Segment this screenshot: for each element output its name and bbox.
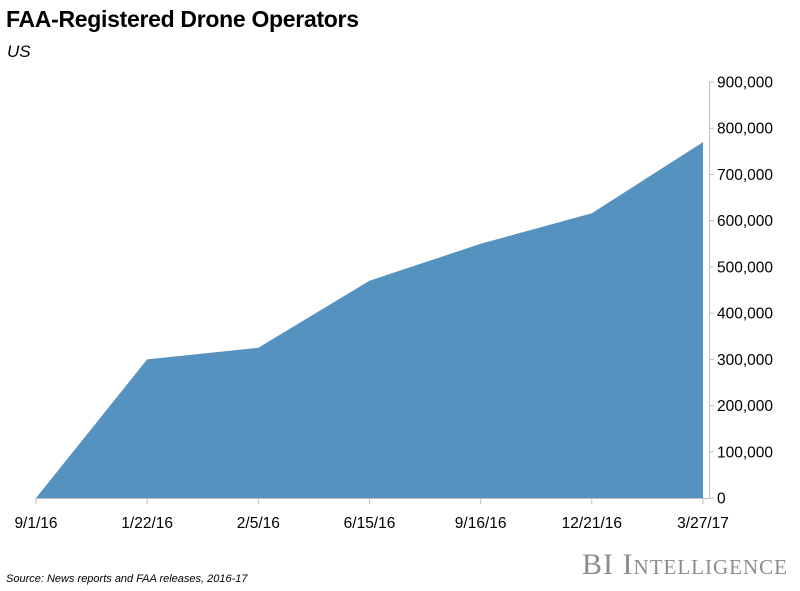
y-tick-label: 300,000	[717, 352, 773, 369]
x-tick-label: 12/21/16	[562, 515, 622, 532]
x-tick-label: 3/27/17	[677, 515, 729, 532]
y-tick-label: 200,000	[717, 398, 773, 415]
y-tick-label: 900,000	[717, 75, 773, 92]
chart-subtitle: US	[7, 42, 31, 61]
area-series	[36, 142, 703, 499]
x-tick-label: 1/22/16	[121, 515, 173, 532]
x-tick-label: 6/15/16	[344, 515, 396, 532]
x-tick-label: 9/16/16	[455, 515, 507, 532]
y-tick-label: 500,000	[717, 259, 773, 276]
y-tick-label: 600,000	[717, 213, 773, 230]
source-note: Source: News reports and FAA releases, 2…	[6, 573, 248, 585]
y-tick-label: 0	[717, 491, 726, 508]
y-tick-label: 400,000	[717, 306, 773, 323]
chart-title: FAA-Registered Drone Operators	[6, 6, 359, 32]
y-tick-label: 700,000	[717, 167, 773, 184]
brand-logo: BI Intelligence	[582, 548, 788, 581]
y-tick-label: 100,000	[717, 444, 773, 461]
x-tick-label: 2/5/16	[237, 515, 280, 532]
x-tick-label: 9/1/16	[14, 515, 57, 532]
y-tick-label: 800,000	[717, 121, 773, 138]
